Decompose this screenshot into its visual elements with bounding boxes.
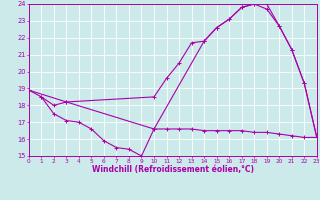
X-axis label: Windchill (Refroidissement éolien,°C): Windchill (Refroidissement éolien,°C) (92, 165, 254, 174)
